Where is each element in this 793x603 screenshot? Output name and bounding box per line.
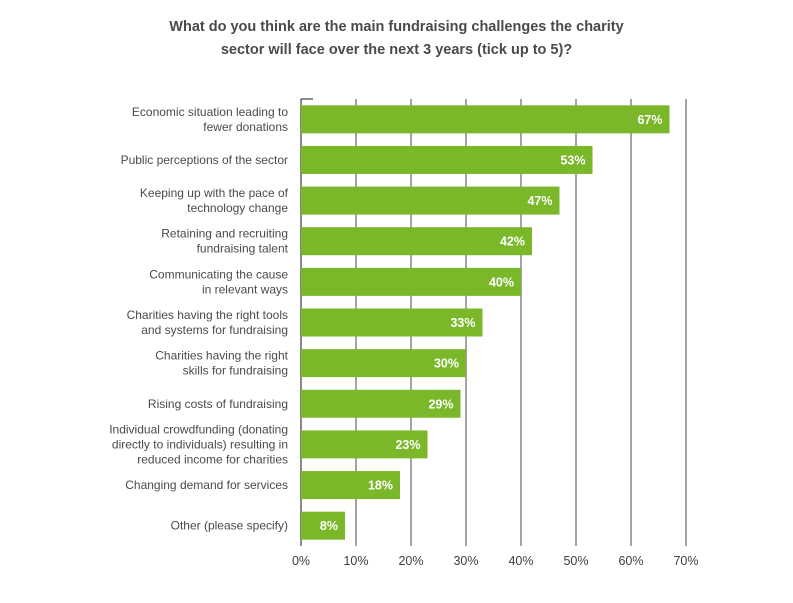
category-label-line: skills for fundraising <box>183 364 288 378</box>
bar <box>301 471 400 500</box>
chart-title-line-1: What do you think are the main fundraisi… <box>169 19 624 35</box>
category-label: Keeping up with the pace of technology ch… <box>140 186 289 215</box>
category-label-line: Keeping up with the pace of <box>140 186 289 200</box>
x-tick-label: 30% <box>453 554 478 568</box>
data-label: 47% <box>527 194 552 208</box>
category-label: Public perceptions of the sector <box>121 153 288 167</box>
data-label: 8% <box>320 519 338 533</box>
category-label: Other (please specify) <box>171 519 288 533</box>
data-label: 53% <box>560 153 585 167</box>
x-tick-label: 0% <box>292 554 310 568</box>
bar <box>301 267 521 296</box>
category-label: Retaining and recruiting fundraising tale… <box>161 227 288 256</box>
data-label: 67% <box>637 113 662 127</box>
category-label: Rising costs of fundraising <box>148 397 288 411</box>
category-label: Changing demand for services <box>125 478 288 492</box>
category-label-line: Rising costs of fundraising <box>148 397 288 411</box>
category-label-line: technology change <box>187 201 288 215</box>
category-label: Charities having the right tools and syst… <box>127 308 288 337</box>
chart-title-line-2: sector will face over the next 3 years (… <box>220 42 573 58</box>
bar <box>301 308 483 337</box>
data-label: 18% <box>368 479 393 493</box>
data-label: 29% <box>428 397 453 411</box>
category-label-line: Individual crowdfunding (donating <box>109 422 288 436</box>
category-label-line: directly to individuals) resulting in <box>112 437 288 451</box>
data-label: 40% <box>489 275 514 289</box>
category-label: Individual crowdfunding (donating directl… <box>109 422 288 466</box>
bar <box>301 145 593 174</box>
data-label: 30% <box>434 357 459 371</box>
category-label-line: and systems for fundraising <box>141 323 288 337</box>
category-label: Economic situation leading to fewer donat… <box>132 105 288 134</box>
x-tick-label: 50% <box>563 554 588 568</box>
bar <box>301 389 461 418</box>
bar <box>301 186 560 215</box>
category-label-line: reduced income for charities <box>137 452 288 466</box>
data-label: 42% <box>500 235 525 249</box>
chart-title: What do you think are the main fundraisi… <box>0 16 793 62</box>
x-tick-label: 10% <box>343 554 368 568</box>
category-label-line: Other (please specify) <box>171 519 288 533</box>
category-label-line: fewer donations <box>203 120 288 134</box>
data-label: 23% <box>395 438 420 452</box>
category-label-line: Charities having the right <box>155 349 288 363</box>
category-label: Communicating the cause in relevant ways <box>149 267 288 296</box>
x-tick-label: 60% <box>618 554 643 568</box>
category-label-line: in relevant ways <box>202 282 288 296</box>
category-label-line: Public perceptions of the sector <box>121 153 288 167</box>
bar <box>301 430 428 459</box>
category-label-line: Economic situation leading to <box>132 105 288 119</box>
category-label: Charities having the right skills for fun… <box>155 349 288 378</box>
category-label-line: Communicating the cause <box>149 267 288 281</box>
x-tick-label: 40% <box>508 554 533 568</box>
category-label-line: Retaining and recruiting <box>161 227 288 241</box>
category-label-line: Changing demand for services <box>125 478 288 492</box>
category-label-line: fundraising talent <box>197 242 289 256</box>
data-label: 33% <box>450 316 475 330</box>
bar <box>301 511 345 540</box>
category-label-line: Charities having the right tools <box>127 308 288 322</box>
bar <box>301 105 670 134</box>
bar <box>301 349 466 378</box>
bar <box>301 227 532 256</box>
x-tick-label: 70% <box>673 554 698 568</box>
x-tick-label: 20% <box>398 554 423 568</box>
